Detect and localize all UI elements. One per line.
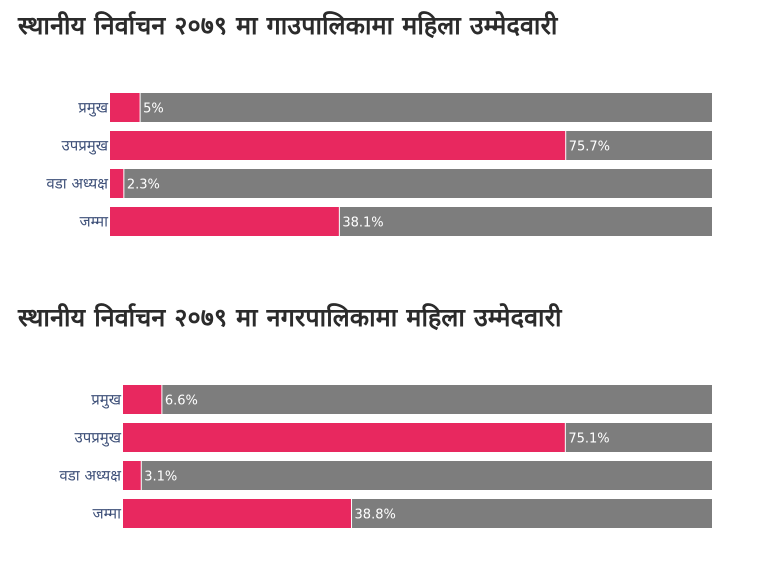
category-label: उपप्रमुख — [74, 429, 121, 448]
bar-remainder — [123, 461, 712, 490]
bar-value — [110, 169, 124, 198]
bar-value — [110, 131, 566, 160]
bar-value — [123, 423, 566, 452]
data-label: 75.1% — [568, 432, 609, 447]
category-label: जम्मा — [80, 213, 110, 231]
category-label: वडा अध्यक्ष — [59, 467, 121, 485]
data-label: 3.1% — [144, 470, 177, 485]
bar-remainder — [110, 169, 712, 198]
bar-chart-municipality: प्रमुख 6.6% उपप्रमुख 75.1% वडा अध्यक्ष 3.1% जम… — [59, 385, 712, 528]
bar-chart-rural-municipality: प्रमुख 5% उपप्रमुख 75.7% वडा अध्यक्ष 2.3% जम्म… — [46, 93, 712, 236]
data-label: 38.8% — [355, 508, 396, 523]
category-label: प्रमुख — [78, 99, 109, 118]
bar-value — [110, 207, 340, 236]
data-label: 5% — [143, 102, 164, 117]
bar-value — [110, 93, 141, 122]
bar-value — [123, 461, 142, 490]
data-label: 38.1% — [342, 216, 383, 231]
category-label: प्रमुख — [91, 391, 122, 410]
chart-title-municipality: स्थानीय निर्वाचन २०७९ मा नगरपालिकामा महि… — [18, 303, 562, 332]
data-label: 75.7% — [569, 140, 610, 155]
bar-value — [123, 385, 162, 414]
category-label: जम्मा — [93, 505, 123, 523]
bar-remainder — [110, 93, 712, 122]
chart-title-rural-municipality: स्थानीय निर्वाचन २०७९ मा गाउपालिकामा महि… — [18, 11, 558, 40]
bar-remainder — [123, 385, 712, 414]
bar-value — [123, 499, 352, 528]
category-label: उपप्रमुख — [61, 137, 108, 156]
data-label: 6.6% — [165, 394, 198, 409]
data-label: 2.3% — [127, 178, 160, 193]
category-label: वडा अध्यक्ष — [46, 175, 108, 193]
